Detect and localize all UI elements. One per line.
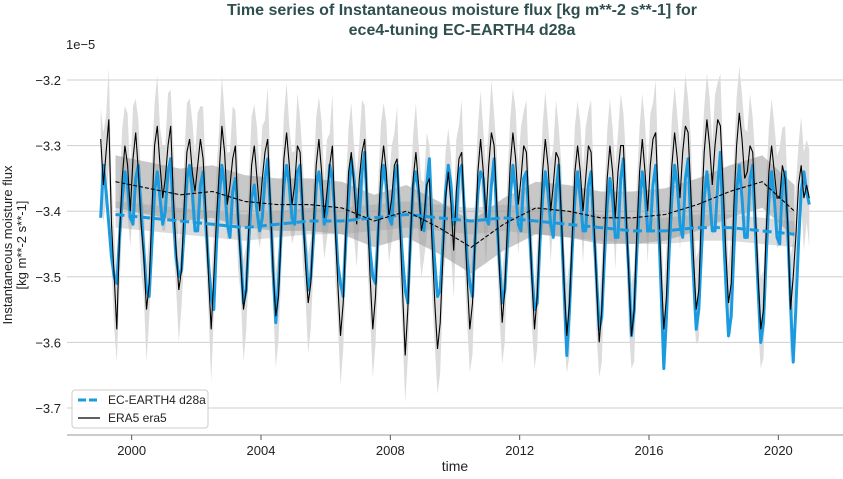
x-tick-label: 2016 (635, 443, 664, 458)
chart-title-line1: Time series of Instantaneous moisture fl… (227, 2, 697, 19)
y-tick-label: −3.4 (35, 204, 61, 219)
y-tick-label: −3.5 (35, 270, 61, 285)
y-offset-label: 1e−5 (66, 37, 95, 52)
x-tick-label: 2000 (117, 443, 146, 458)
era5-annual-mean-line (115, 181, 795, 248)
ece-annual-mean-line (115, 212, 795, 236)
x-tick-label: 2012 (505, 443, 534, 458)
x-tick-label: 2004 (247, 443, 276, 458)
legend-label-ece: EC-EARTH4 d28a (108, 393, 206, 407)
y-tick-label: −3.3 (35, 139, 61, 154)
axes: −3.2 −3.3 −3.4 −3.5 −3.6 −3.7 2000 2004 2008 2012… (35, 73, 843, 458)
legend: EC-EARTH4 d28a ERA5 era5 (71, 389, 209, 429)
chart-title-line2: ece4-tuning EC-EARTH4 d28a (349, 22, 576, 39)
y-axis-label-line2: [kg m**-2 s**-1] (14, 201, 29, 290)
y-tick-label: −3.2 (35, 73, 61, 88)
legend-frame (71, 389, 209, 429)
x-tick-label: 2008 (376, 443, 405, 458)
lines (99, 112, 811, 371)
y-tick-label: −3.6 (35, 335, 61, 350)
x-axis-label: time (442, 458, 469, 474)
y-tick-label: −3.7 (35, 401, 61, 416)
era5-monthly-line (100, 112, 810, 356)
x-tick-label: 2020 (764, 443, 793, 458)
y-axis-label-line1: Instantaneous moisture flux (0, 165, 15, 324)
legend-label-era5: ERA5 era5 (108, 411, 167, 425)
